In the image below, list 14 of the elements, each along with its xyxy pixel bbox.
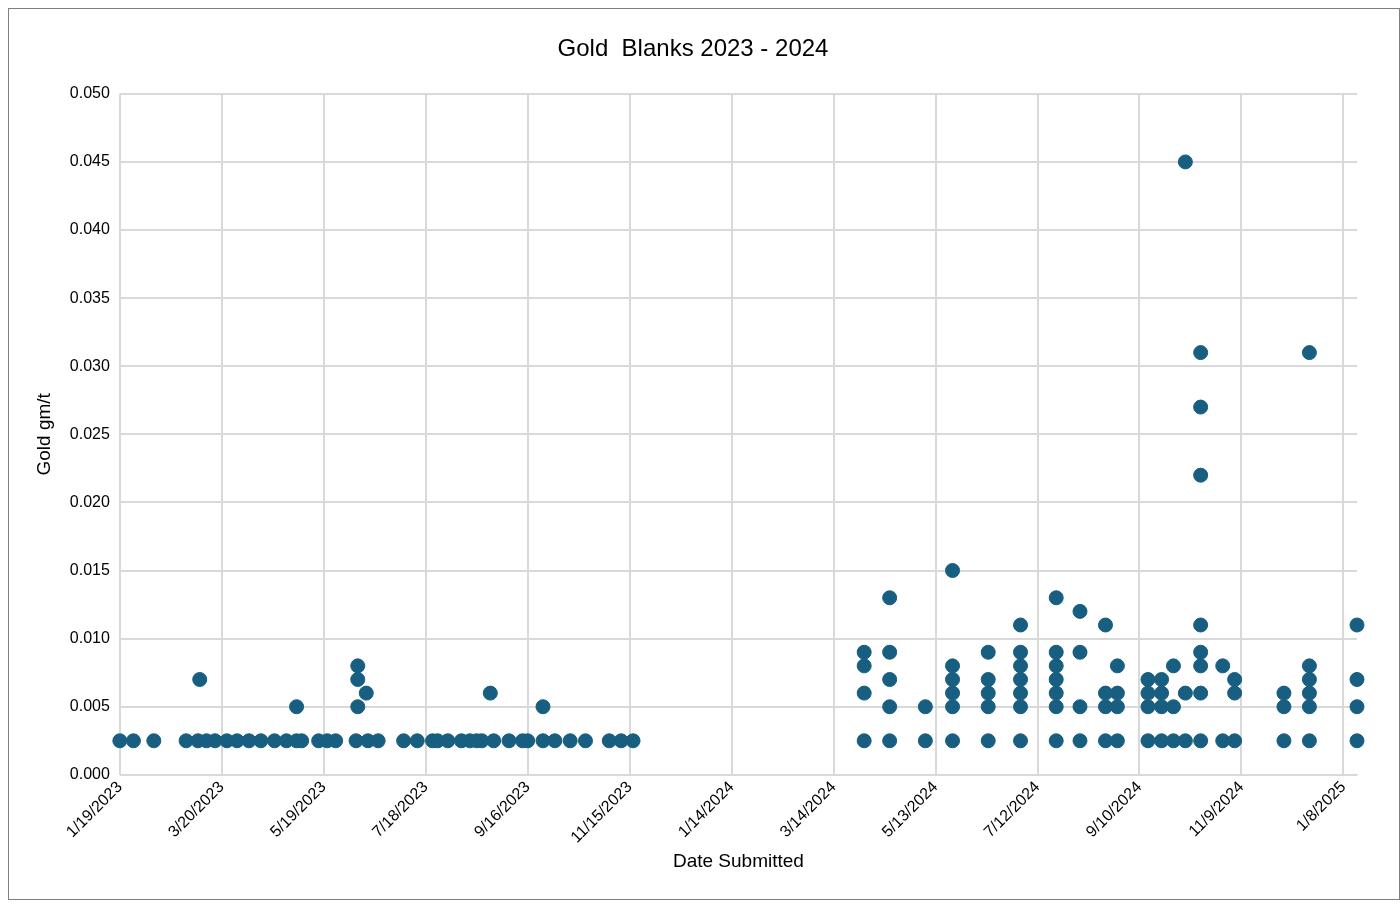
y-tick-label: 0.000 [69,765,110,783]
y-tick-label: 0.010 [69,629,110,647]
y-tick-label: 0.045 [69,152,110,170]
y-axis-title: Gold gm/t [32,392,54,476]
y-tick-label: 0.030 [69,356,110,374]
y-tick-label: 0.015 [69,560,110,578]
y-tick-label: 0.035 [69,288,110,306]
y-tick-label: 0.005 [69,697,110,715]
x-axis-title: Date Submitted [672,849,804,871]
y-tick-label: 0.020 [69,492,110,510]
y-tick-label: 0.025 [69,424,110,442]
y-tick-label: 0.050 [69,84,110,102]
y-tick-label: 0.040 [69,220,110,238]
chart-title: Gold Blanks 2023 - 2024 [557,34,829,62]
